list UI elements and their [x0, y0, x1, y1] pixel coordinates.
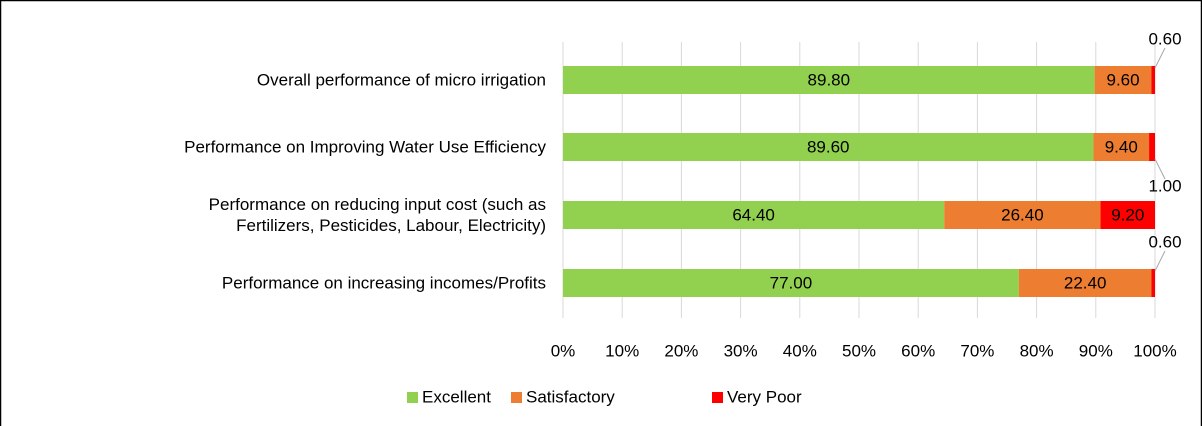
- category-label: Performance on increasing incomes/Profit…: [221, 273, 546, 293]
- category-label: Overall performance of micro irrigation: [256, 70, 546, 90]
- data-label: 89.80: [808, 70, 851, 89]
- bar-segment: [1100, 201, 1155, 229]
- bar-segment: [1151, 269, 1155, 297]
- x-tick-label: 90%: [1079, 341, 1113, 360]
- x-tick-label: 70%: [960, 341, 994, 360]
- legend-swatch: [712, 392, 723, 403]
- data-label: 0.60: [1148, 232, 1181, 251]
- data-label: 26.40: [1001, 205, 1044, 224]
- x-tick-label: 60%: [901, 341, 935, 360]
- x-tick-label: 50%: [842, 341, 876, 360]
- legend-label: Excellent: [422, 387, 491, 406]
- bar-segment: [1151, 66, 1155, 94]
- x-tick-label: 0%: [551, 341, 576, 360]
- data-label: 1.00: [1148, 176, 1181, 195]
- data-label: 64.40: [732, 205, 775, 224]
- data-label: 22.40: [1064, 273, 1107, 292]
- data-label: 9.20: [1111, 205, 1144, 224]
- legend-swatch: [407, 392, 418, 403]
- data-label: 0.60: [1148, 29, 1181, 48]
- data-label: 9.60: [1106, 70, 1139, 89]
- category-label: Performance on Improving Water Use Effic…: [184, 137, 546, 157]
- x-tick-label: 100%: [1133, 341, 1176, 360]
- legend-label: Very Poor: [727, 387, 802, 406]
- leader-line: [1154, 250, 1166, 272]
- bar-segment: [563, 269, 1019, 297]
- data-label: 77.00: [770, 273, 813, 292]
- category-label: Performance on reducing input cost (such…: [208, 195, 546, 235]
- x-tick-label: 20%: [664, 341, 698, 360]
- bar-segment: [563, 133, 1094, 161]
- bar-segment: [1093, 133, 1150, 161]
- bar-segment: [563, 66, 1095, 94]
- x-tick-label: 40%: [783, 341, 817, 360]
- data-label: 9.40: [1105, 137, 1138, 156]
- x-tick-label: 30%: [724, 341, 758, 360]
- legend-swatch: [511, 392, 522, 403]
- bar-segment: [944, 201, 1101, 229]
- bar-segment: [1094, 66, 1152, 94]
- leader-line: [1154, 47, 1166, 69]
- x-tick-label: 80%: [1020, 341, 1054, 360]
- leader-line: [1154, 158, 1166, 180]
- data-label: 89.60: [807, 137, 850, 156]
- bar-segment: [1018, 269, 1152, 297]
- x-tick-label: 10%: [605, 341, 639, 360]
- legend-label: Satisfactory: [526, 387, 615, 406]
- bar-segment: [563, 201, 945, 229]
- bar-segment: [1149, 133, 1155, 161]
